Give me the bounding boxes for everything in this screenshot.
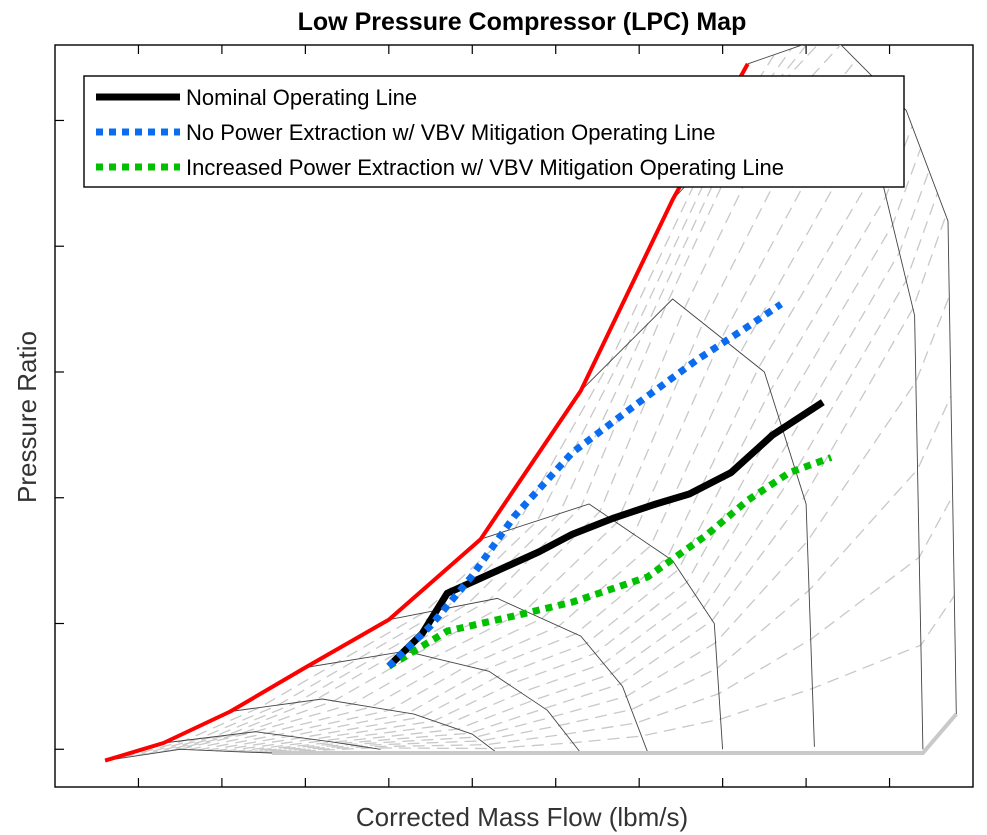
legend-label-increased-power-extraction: Increased Power Extraction w/ VBV Mitiga… — [186, 155, 784, 180]
efficiency-line — [188, 74, 872, 751]
choke-line — [272, 712, 958, 755]
efficiency-line — [265, 595, 955, 754]
legend-label-no-power-extraction: No Power Extraction w/ VBV Mitigation Op… — [186, 120, 715, 145]
choke-boundary — [272, 712, 958, 755]
speed-line — [230, 698, 498, 754]
efficiency-line — [179, 59, 857, 750]
y-axis-label: Pressure Ratio — [12, 331, 42, 503]
legend-box — [83, 75, 905, 188]
series-lines — [104, 62, 833, 763]
x-axis-label: Corrected Mass Flow (lbm/s) — [356, 802, 688, 832]
speed-line — [105, 748, 273, 762]
speed-line — [388, 597, 648, 752]
increased-power-extraction-line — [386, 454, 833, 670]
speed-line — [580, 298, 815, 747]
speed-line — [747, 45, 957, 715]
efficiency-line — [260, 495, 954, 754]
nominal-operating-line — [386, 399, 825, 669]
efficiency-line — [145, 45, 808, 756]
speed-line — [163, 731, 381, 750]
legend-label-nominal: Nominal Operating Line — [186, 85, 417, 110]
no-power-extraction-line — [386, 301, 784, 669]
efficiency-line — [255, 395, 952, 754]
surge-line — [104, 62, 750, 763]
axis-ticks — [55, 45, 891, 787]
speed-lines — [105, 45, 957, 762]
legend: Nominal Operating Line No Power Extracti… — [83, 75, 905, 188]
chart-title: Low Pressure Compressor (LPC) Map — [298, 8, 747, 36]
speed-line — [305, 650, 582, 754]
